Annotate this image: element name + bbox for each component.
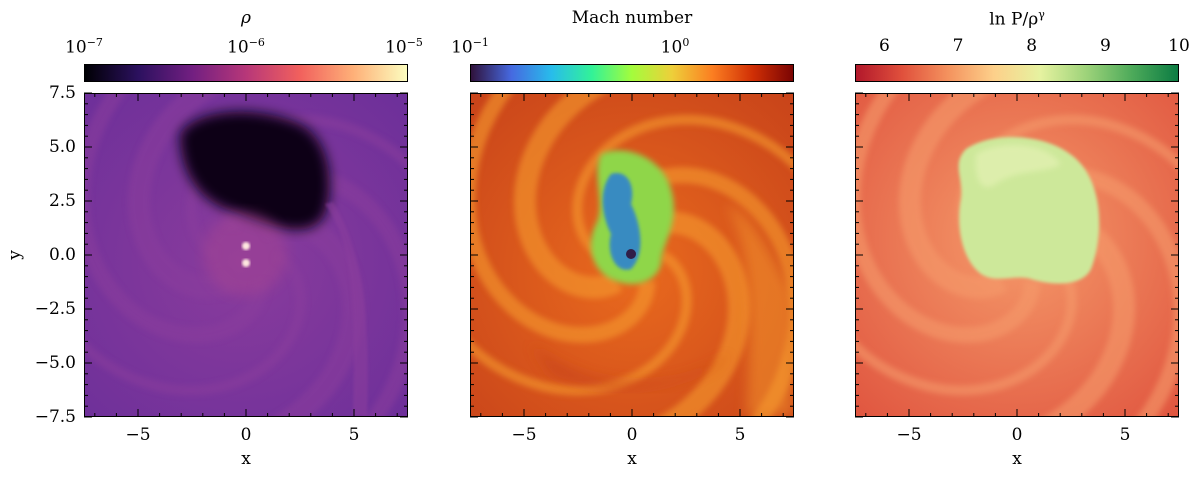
x-axis-label: x xyxy=(627,449,637,469)
spiral-arm xyxy=(898,94,1008,299)
panel-entropy: ln P/ργ 6 7 8 9 10 −5 0 5 x xyxy=(770,0,1190,477)
x-tick-label: −5 xyxy=(896,425,922,445)
colorbar-tick-label: 10−1 xyxy=(451,36,489,58)
mach-field-image xyxy=(471,94,793,416)
x-tick-label: 5 xyxy=(1119,425,1131,445)
spiral-arm xyxy=(471,250,692,396)
spiral-arm xyxy=(856,250,1077,396)
colorbar-tick-label: 7 xyxy=(952,36,964,56)
y-axis-label: y xyxy=(4,250,25,260)
colorbar-mach xyxy=(470,64,794,82)
x-axis-label: x xyxy=(241,449,251,469)
entropy-map xyxy=(855,93,1179,417)
spiral-arm xyxy=(641,211,751,416)
colorbar-title-entropy: ln P/ργ xyxy=(989,8,1045,30)
spiral-arm xyxy=(856,94,1040,343)
x-tick-label: −5 xyxy=(125,425,151,445)
colorbar-tick-label: 9 xyxy=(1099,36,1111,56)
spiral-arm xyxy=(513,94,623,299)
colorbar-tick-label: 10 xyxy=(1168,36,1190,56)
density-shock-front xyxy=(325,202,368,416)
density-field-image xyxy=(85,94,407,416)
x-tick-label: −5 xyxy=(511,425,537,445)
colorbar-title-density: ρ xyxy=(241,8,251,28)
colorbar-entropy xyxy=(855,64,1179,82)
spiral-arm xyxy=(85,250,306,396)
y-tick-label: 0.0 xyxy=(48,245,76,265)
colorbar-density xyxy=(84,64,408,82)
entropy-blob-highlight xyxy=(975,144,1061,188)
spiral-arm xyxy=(85,94,269,343)
colorbar-tick-label: 10−6 xyxy=(227,36,265,58)
colorbar-tick-label: 10−5 xyxy=(385,36,423,58)
x-tick-label: 5 xyxy=(348,425,360,445)
panel-mach: Mach number 10−1 100 −5 0 5 x xyxy=(385,0,794,477)
x-tick-label: 0 xyxy=(240,425,252,445)
spiral-arm xyxy=(572,114,793,260)
density-core-2 xyxy=(242,259,250,267)
colorbar-title-mach: Mach number xyxy=(571,8,693,28)
x-tick-label: 0 xyxy=(626,425,638,445)
colorbar-tick-label: 8 xyxy=(1026,36,1038,56)
x-axis-label: x xyxy=(1012,449,1022,469)
colorbar-tick-label: 6 xyxy=(879,36,890,56)
mach-map xyxy=(470,93,794,417)
mach-dark-region xyxy=(531,344,731,389)
y-tick-label: −7.5 xyxy=(34,407,76,427)
entropy-field-image xyxy=(856,94,1178,416)
panel-density: ρ 10−7 10−6 10−5 y 7.5 5.0 2.5 0.0 −2.5 −5.0 xyxy=(0,0,423,477)
y-tick-label: 7.5 xyxy=(48,83,76,103)
spiral-arm xyxy=(127,94,237,299)
mach-right-region xyxy=(726,204,793,416)
y-tick-label: 2.5 xyxy=(48,191,76,211)
y-tick-label: 5.0 xyxy=(48,137,76,157)
density-core-1 xyxy=(242,242,250,250)
mach-low-region xyxy=(602,173,641,270)
density-map xyxy=(84,93,408,417)
colorbar-tick-label: 100 xyxy=(660,36,690,58)
mach-center-core xyxy=(626,249,636,259)
density-halo xyxy=(203,212,287,296)
x-tick-label: 5 xyxy=(734,425,746,445)
x-tick-label: 0 xyxy=(1011,425,1023,445)
density-low-void xyxy=(180,111,330,230)
colorbar-tick-label: 10−7 xyxy=(65,36,103,58)
y-tick-label: −2.5 xyxy=(34,299,76,319)
y-tick-label: −5.0 xyxy=(34,353,76,373)
spiral-arm xyxy=(471,94,655,343)
